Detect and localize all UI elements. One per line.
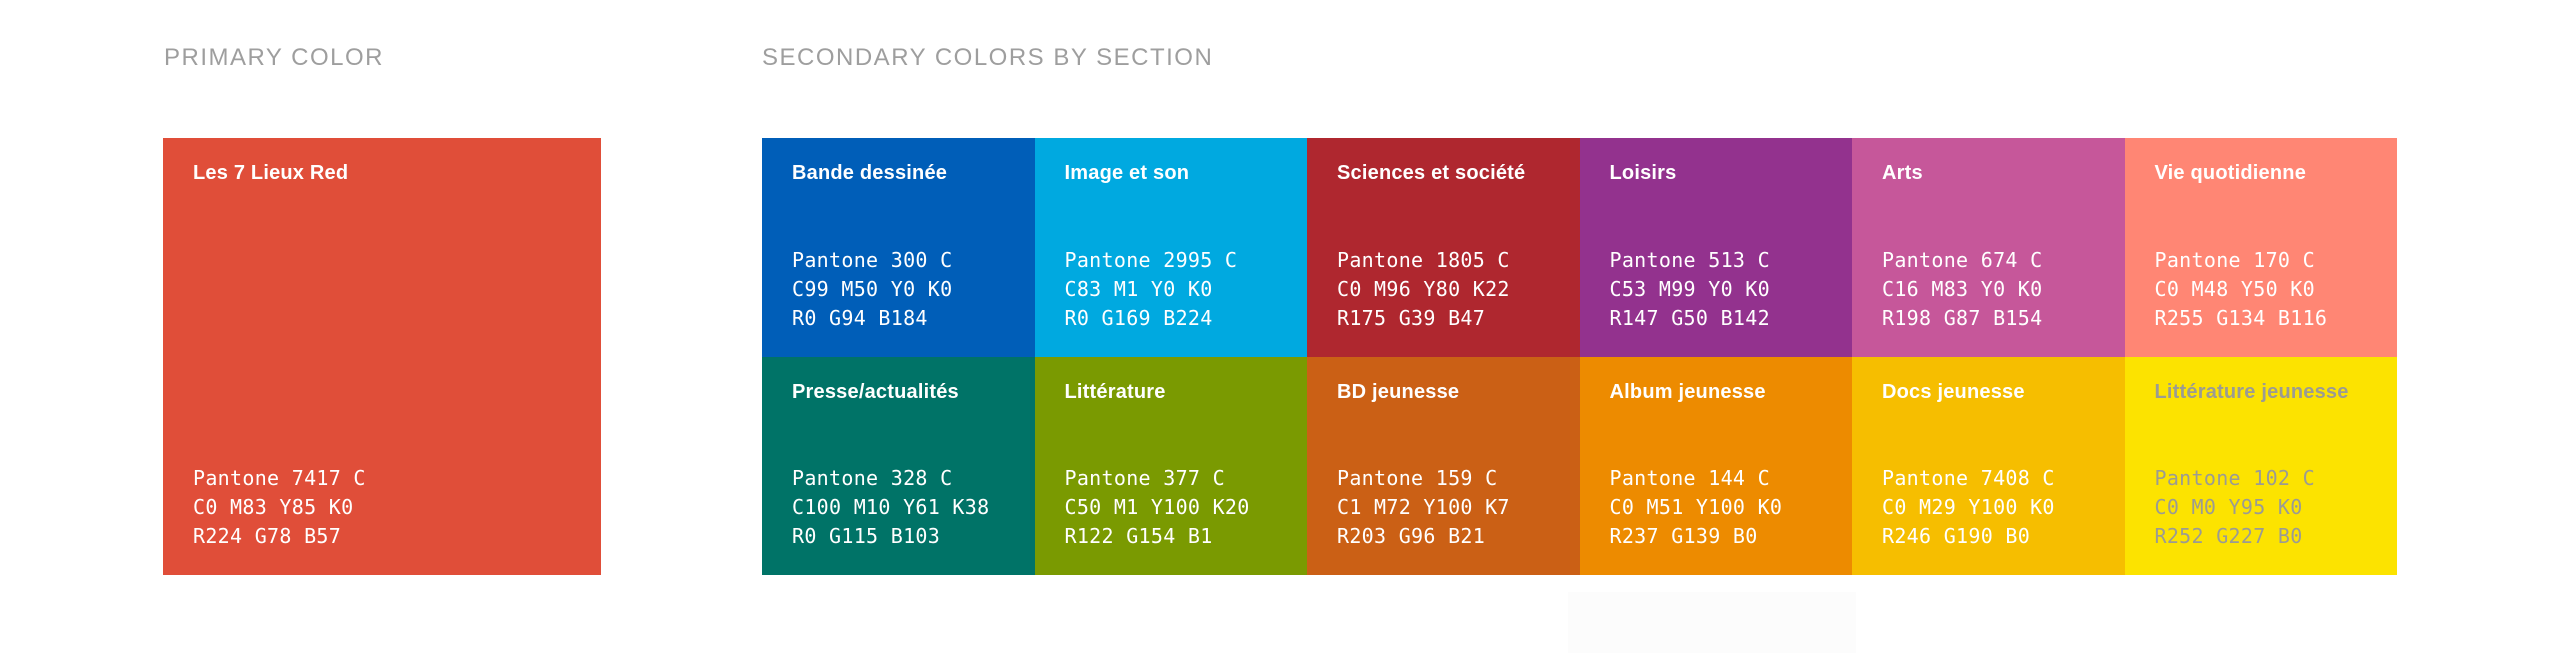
swatch-vie-quotidienne: Vie quotidienne Pantone 170 C C0 M48 Y50… (2124, 138, 2397, 357)
rgb-value: R122 G154 B1 (1064, 524, 1213, 548)
primary-color-swatch: Les 7 Lieux Red Pantone 7417 C C0 M83 Y8… (163, 138, 601, 575)
swatch-specs: Pantone 2995 C C83 M1 Y0 K0 R0 G169 B224 (1065, 246, 1238, 333)
swatch-specs: Pantone 377 C C50 M1 Y100 K20 R122 G154 … (1065, 464, 1250, 551)
cmyk-value: C16 M83 Y0 K0 (1882, 276, 2043, 301)
swatch-specs: Pantone 7417 C C0 M83 Y85 K0 R224 G78 B5… (193, 464, 366, 551)
swatch-sciences-et-societe: Sciences et société Pantone 1805 C C0 M9… (1307, 138, 1580, 357)
swatch-name: Bande dessinée (792, 162, 948, 184)
pantone-code: Pantone 102 C (2154, 466, 2315, 490)
secondary-colors-grid: Bande dessinée Pantone 300 C C99 M50 Y0 … (762, 138, 2397, 575)
swatch-name: Docs jeunesse (1882, 380, 2025, 403)
swatch-litterature-jeunesse: Littérature jeunesse Pantone 102 C C0 M0… (2124, 356, 2397, 575)
cmyk-value: C0 M51 Y100 K0 (1609, 495, 1783, 519)
rgb-value: R224 G78 B57 (193, 524, 342, 548)
swatch-docs-jeunesse: Docs jeunesse Pantone 7408 C C0 M29 Y100… (1852, 356, 2125, 575)
pantone-code: Pantone 7408 C (1882, 466, 2055, 490)
faint-background-panel (1568, 592, 1856, 653)
cmyk-value: C1 M72 Y100 K7 (1337, 495, 1510, 519)
swatch-name: Vie quotidienne (2154, 162, 2307, 184)
swatch-name: Arts (1882, 162, 1923, 184)
cmyk-value: C100 M10 Y61 K38 (792, 495, 990, 519)
pantone-code: Pantone 170 C (2154, 247, 2315, 272)
cmyk-value: C0 M29 Y100 K0 (1882, 495, 2055, 519)
swatch-arts: Arts Pantone 674 C C16 M83 Y0 K0 R198 G8… (1852, 138, 2125, 357)
pantone-code: Pantone 513 C (1609, 247, 1770, 272)
swatch-specs: Pantone 159 C C1 M72 Y100 K7 R203 G96 B2… (1337, 464, 1510, 551)
swatch-album-jeunesse: Album jeunesse Pantone 144 C C0 M51 Y100… (1579, 356, 1852, 575)
cmyk-value: C0 M83 Y85 K0 (193, 495, 354, 519)
cmyk-value: C0 M0 Y95 K0 (2154, 495, 2303, 519)
swatch-name: Loisirs (1609, 162, 1677, 184)
pantone-code: Pantone 328 C (792, 466, 953, 490)
swatch-specs: Pantone 7408 C C0 M29 Y100 K0 R246 G190 … (1882, 464, 2055, 551)
pantone-code: Pantone 144 C (1609, 466, 1770, 490)
swatch-specs: Pantone 102 C C0 M0 Y95 K0 R252 G227 B0 (2155, 464, 2315, 551)
primary-color-heading: PRIMARY COLOR (164, 44, 384, 71)
cmyk-value: C50 M1 Y100 K20 (1064, 495, 1250, 519)
swatch-name: Presse/actualités (792, 380, 959, 403)
cmyk-value: C0 M48 Y50 K0 (2154, 276, 2315, 301)
swatch-specs: Pantone 144 C C0 M51 Y100 K0 R237 G139 B… (1610, 464, 1783, 551)
rgb-value: R255 G134 B116 (2154, 305, 2328, 330)
swatch-image-et-son: Image et son Pantone 2995 C C83 M1 Y0 K0… (1034, 138, 1307, 357)
cmyk-value: C99 M50 Y0 K0 (792, 276, 953, 301)
rgb-value: R147 G50 B142 (1609, 305, 1770, 330)
swatch-name: Sciences et société (1337, 162, 1526, 184)
rgb-value: R203 G96 B21 (1337, 524, 1486, 548)
rgb-value: R252 G227 B0 (2154, 524, 2303, 548)
rgb-value: R0 G115 B103 (792, 524, 941, 548)
rgb-value: R175 G39 B47 (1337, 305, 1486, 330)
swatch-name: Les 7 Lieux Red (193, 162, 349, 184)
swatch-name: Littérature (1064, 380, 1166, 403)
swatch-specs: Pantone 300 C C99 M50 Y0 K0 R0 G94 B184 (792, 246, 952, 333)
pantone-code: Pantone 674 C (1882, 247, 2043, 272)
swatch-specs: Pantone 1805 C C0 M96 Y80 K22 R175 G39 B… (1337, 246, 1510, 333)
rgb-value: R237 G139 B0 (1609, 524, 1758, 548)
rgb-value: R198 G87 B154 (1882, 305, 2043, 330)
swatch-name: Littérature jeunesse (2154, 380, 2349, 403)
swatch-loisirs: Loisirs Pantone 513 C C53 M99 Y0 K0 R147… (1579, 138, 1852, 357)
swatch-specs: Pantone 513 C C53 M99 Y0 K0 R147 G50 B14… (1610, 246, 1770, 333)
swatch-name: Image et son (1064, 162, 1190, 184)
swatch-bande-dessinee: Bande dessinée Pantone 300 C C99 M50 Y0 … (762, 138, 1035, 357)
pantone-code: Pantone 2995 C (1064, 247, 1238, 272)
rgb-value: R0 G94 B184 (792, 305, 928, 330)
swatch-name: BD jeunesse (1337, 380, 1460, 403)
swatch-name: Album jeunesse (1609, 380, 1766, 403)
swatch-specs: Pantone 170 C C0 M48 Y50 K0 R255 G134 B1… (2155, 246, 2328, 333)
secondary-colors-heading: SECONDARY COLORS BY SECTION (762, 44, 1214, 71)
pantone-code: Pantone 300 C (792, 247, 953, 272)
swatch-specs: Pantone 328 C C100 M10 Y61 K38 R0 G115 B… (792, 464, 989, 551)
swatch-specs: Pantone 674 C C16 M83 Y0 K0 R198 G87 B15… (1882, 246, 2042, 333)
rgb-value: R246 G190 B0 (1882, 524, 2031, 548)
swatch-litterature: Littérature Pantone 377 C C50 M1 Y100 K2… (1034, 356, 1307, 575)
cmyk-value: C83 M1 Y0 K0 (1064, 276, 1213, 301)
swatch-presse-actualites: Presse/actualités Pantone 328 C C100 M10… (762, 356, 1035, 575)
pantone-code: Pantone 159 C (1337, 466, 1498, 490)
cmyk-value: C0 M96 Y80 K22 (1337, 276, 1510, 301)
pantone-code: Pantone 1805 C (1337, 247, 1510, 272)
pantone-code: Pantone 377 C (1064, 466, 1225, 490)
rgb-value: R0 G169 B224 (1064, 305, 1213, 330)
pantone-code: Pantone 7417 C (193, 466, 366, 490)
cmyk-value: C53 M99 Y0 K0 (1609, 276, 1770, 301)
swatch-bd-jeunesse: BD jeunesse Pantone 159 C C1 M72 Y100 K7… (1307, 356, 1580, 575)
